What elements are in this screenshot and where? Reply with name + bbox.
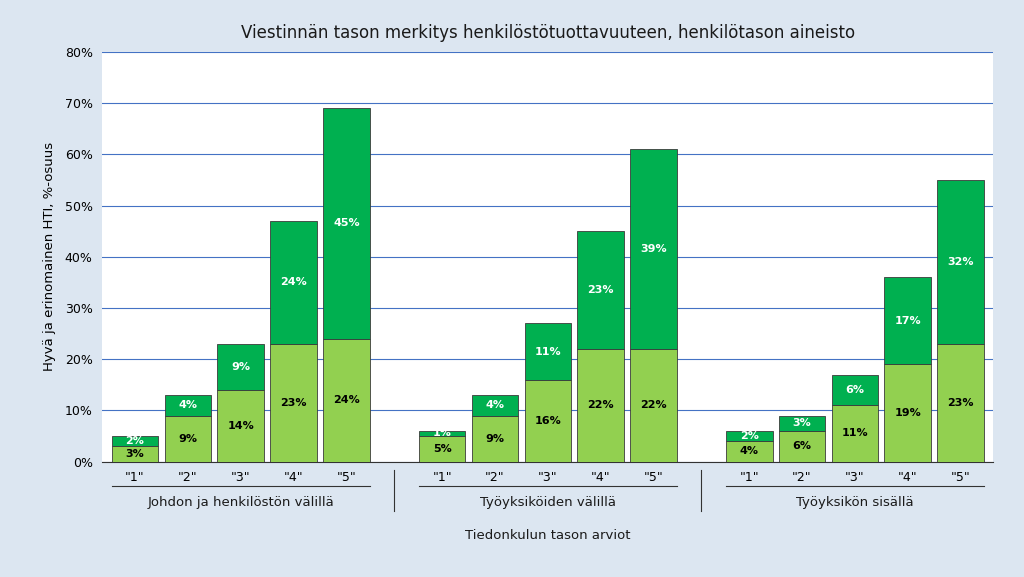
Bar (270, 221, 317, 344)
Bar (165, 415, 211, 462)
Text: 14%: 14% (227, 421, 254, 431)
Y-axis label: Hyvä ja erinomainen HTI, %-osuus: Hyvä ja erinomainen HTI, %-osuus (43, 142, 56, 372)
Text: 9%: 9% (178, 433, 198, 444)
Text: 6%: 6% (846, 385, 864, 395)
Bar (112, 436, 159, 446)
Bar (578, 231, 624, 349)
Text: 17%: 17% (894, 316, 921, 326)
Bar (778, 431, 825, 462)
Bar (937, 180, 984, 344)
Bar (112, 446, 159, 462)
Text: 9%: 9% (231, 362, 250, 372)
Text: 11%: 11% (842, 429, 868, 439)
Text: 23%: 23% (588, 285, 614, 295)
Title: Viestinnän tason merkitys henkilöstötuottavuuteen, henkilötason aineisto: Viestinnän tason merkitys henkilöstötuot… (241, 24, 855, 42)
Bar (524, 380, 571, 462)
Bar (578, 349, 624, 462)
Text: 4%: 4% (178, 400, 198, 410)
Bar (419, 436, 466, 462)
Text: 16%: 16% (535, 415, 561, 426)
Bar (165, 395, 211, 415)
Bar (324, 339, 370, 462)
Bar (419, 431, 466, 436)
Text: 19%: 19% (894, 408, 922, 418)
Bar (630, 149, 677, 349)
Text: 4%: 4% (739, 447, 759, 456)
Text: Tiedonkulun tason arviot: Tiedonkulun tason arviot (465, 529, 631, 542)
Text: 9%: 9% (485, 433, 505, 444)
Bar (630, 349, 677, 462)
Text: 23%: 23% (281, 398, 307, 408)
Text: 3%: 3% (126, 449, 144, 459)
Text: 2%: 2% (126, 436, 144, 446)
Text: Työyksiköiden välillä: Työyksiköiden välillä (480, 496, 615, 509)
Bar (778, 415, 825, 431)
Text: 6%: 6% (793, 441, 812, 451)
Bar (217, 390, 264, 462)
Text: 22%: 22% (588, 400, 614, 410)
Text: 39%: 39% (640, 244, 667, 254)
Text: 23%: 23% (947, 398, 974, 408)
Text: 22%: 22% (640, 400, 667, 410)
Text: 5%: 5% (433, 444, 452, 454)
Text: Työyksikön sisällä: Työyksikön sisällä (796, 496, 913, 509)
Bar (726, 431, 772, 441)
Bar (831, 405, 879, 462)
Text: 24%: 24% (333, 395, 359, 405)
Bar (472, 395, 518, 415)
Text: 3%: 3% (793, 418, 811, 428)
Text: 24%: 24% (281, 278, 307, 287)
Bar (217, 344, 264, 390)
Bar (885, 278, 931, 364)
Text: 11%: 11% (535, 347, 561, 357)
Bar (726, 441, 772, 462)
Text: 32%: 32% (947, 257, 974, 267)
Bar (270, 344, 317, 462)
Bar (472, 415, 518, 462)
Bar (937, 344, 984, 462)
Text: 4%: 4% (485, 400, 505, 410)
Bar (885, 364, 931, 462)
Text: 2%: 2% (739, 431, 759, 441)
Bar (831, 374, 879, 405)
Bar (524, 323, 571, 380)
Text: 1%: 1% (433, 429, 452, 439)
Text: 45%: 45% (333, 219, 359, 228)
Text: Johdon ja henkilöstön välillä: Johdon ja henkilöstön välillä (147, 496, 334, 509)
Bar (324, 108, 370, 339)
